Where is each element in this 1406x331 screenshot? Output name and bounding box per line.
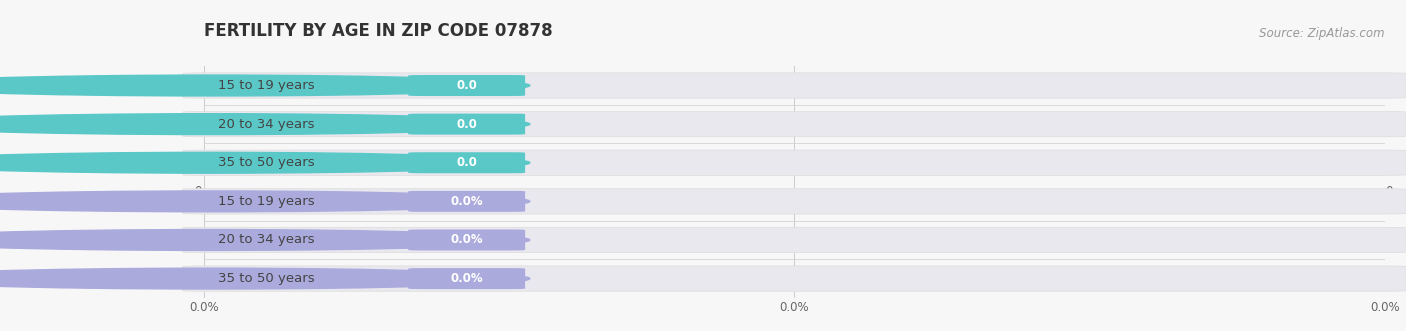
Circle shape [0, 75, 530, 96]
FancyBboxPatch shape [408, 268, 524, 289]
Circle shape [0, 152, 530, 173]
Text: FERTILITY BY AGE IN ZIP CODE 07878: FERTILITY BY AGE IN ZIP CODE 07878 [204, 22, 553, 40]
Text: 20 to 34 years: 20 to 34 years [218, 233, 315, 247]
Text: 0.0%: 0.0% [450, 195, 484, 208]
Text: 0.0%: 0.0% [450, 272, 484, 285]
Text: 0.0: 0.0 [1375, 185, 1395, 198]
Text: 0.0%: 0.0% [779, 301, 810, 314]
FancyBboxPatch shape [183, 227, 1406, 253]
Text: 0.0: 0.0 [785, 185, 804, 198]
FancyBboxPatch shape [183, 112, 1406, 137]
FancyBboxPatch shape [408, 152, 524, 173]
Text: 35 to 50 years: 35 to 50 years [218, 272, 315, 285]
FancyBboxPatch shape [183, 266, 1406, 291]
Text: 0.0%: 0.0% [188, 301, 219, 314]
Text: 0.0: 0.0 [194, 185, 214, 198]
Circle shape [0, 114, 530, 135]
Text: 15 to 19 years: 15 to 19 years [218, 195, 315, 208]
Text: 20 to 34 years: 20 to 34 years [218, 118, 315, 131]
FancyBboxPatch shape [408, 229, 524, 251]
Text: 35 to 50 years: 35 to 50 years [218, 156, 315, 169]
FancyBboxPatch shape [408, 191, 524, 212]
FancyBboxPatch shape [183, 189, 1406, 214]
Text: 0.0%: 0.0% [1369, 301, 1400, 314]
Text: 0.0%: 0.0% [450, 233, 484, 247]
Text: 0.0: 0.0 [456, 79, 477, 92]
Text: 15 to 19 years: 15 to 19 years [218, 79, 315, 92]
FancyBboxPatch shape [408, 75, 524, 96]
Circle shape [0, 268, 530, 289]
Text: 0.0: 0.0 [456, 156, 477, 169]
FancyBboxPatch shape [183, 73, 1406, 98]
Circle shape [0, 191, 530, 212]
FancyBboxPatch shape [408, 114, 524, 135]
Text: Source: ZipAtlas.com: Source: ZipAtlas.com [1260, 27, 1385, 40]
FancyBboxPatch shape [183, 150, 1406, 175]
Circle shape [0, 230, 530, 250]
Text: 0.0: 0.0 [456, 118, 477, 131]
